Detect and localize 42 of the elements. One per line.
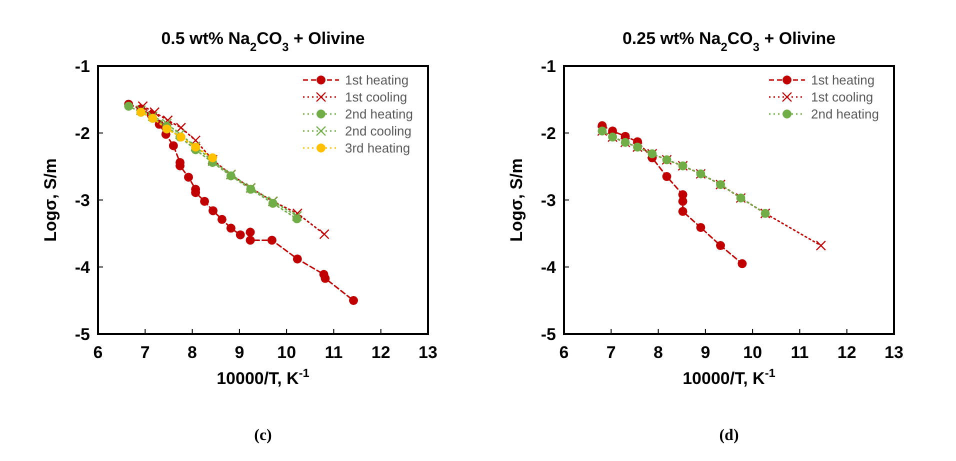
x-tick-label: 12 [371,343,390,362]
x-tick-label: 8 [188,343,198,362]
x-tick-label: 13 [884,343,904,362]
x-tick-label: 10 [743,343,762,362]
y-axis-title: Logσ, S/m [41,158,60,242]
x-tick-label: 9 [700,343,710,362]
y-tick-label: -5 [74,325,90,344]
y-axis-title: Logσ, S/m [507,158,526,242]
y-tick-label: -3 [74,191,90,210]
y-tick-label: -2 [540,124,556,143]
legend-label: 1st heating [345,72,409,88]
legend-label: 1st heating [811,72,875,88]
legend-label: 3rd heating [345,140,410,156]
x-tick-label: 7 [140,343,150,362]
y-tick-label: -3 [540,191,556,210]
x-tick-label: 13 [418,343,438,362]
y-tick-label: -2 [74,124,90,143]
chart-title: 0.5 wt% Na$_{2}$CO$_{3}$ + Olivine [161,29,365,54]
text: (c) [254,427,272,444]
x-tick-label: 11 [324,343,343,362]
x-tick-label: 6 [559,343,569,362]
legend-label: 2nd cooling [345,124,412,138]
y-tick-label: -5 [540,325,556,344]
x-tick-label: 7 [606,343,616,362]
y-tick-label: -4 [74,258,91,277]
y-tick-label: -1 [540,57,556,76]
x-tick-label: 9 [234,343,244,362]
legend-label: 2nd heating [811,106,879,122]
x-tick-label: 8 [654,343,664,362]
x-tick-label: 11 [790,343,809,362]
x-tick-label: 12 [837,343,856,362]
text: (d) [719,427,739,444]
x-tick-label: 6 [93,343,103,362]
y-tick-label: -1 [74,57,90,76]
x-axis-title: 10000/T, K$^{-1}$ [682,366,776,388]
legend-label: 2nd heating [345,106,413,122]
chart-title: 0.25 wt% Na$_{2}$CO$_{3}$ + Olivine [622,29,836,54]
x-axis-title: 10000/T, K$^{-1}$ [216,366,310,388]
x-tick-label: 10 [277,343,296,362]
legend-label: 1st cooling [345,90,408,104]
legend-label: 1st cooling [811,90,874,104]
y-tick-label: -4 [540,258,557,277]
